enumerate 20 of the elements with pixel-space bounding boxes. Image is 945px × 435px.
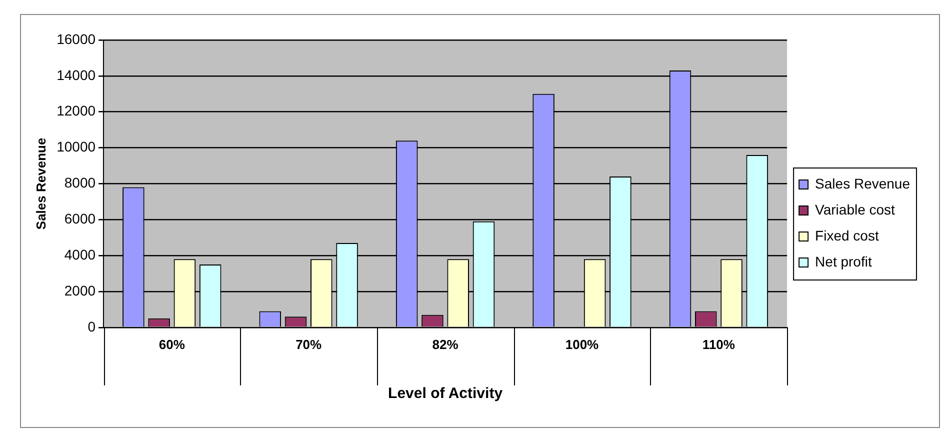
y-tick-label: 12000 (56, 102, 96, 119)
legend-label: Net profit (815, 253, 872, 270)
x-tick-label: 60% (158, 336, 186, 352)
y-tick-label: 2000 (64, 282, 96, 298)
legend-label: Variable cost (815, 201, 896, 218)
y-tick-label: 8000 (64, 174, 96, 191)
y-tick-label: 4000 (64, 246, 96, 262)
x-tick-label: 70% (296, 336, 322, 352)
y-tick-label: 14000 (56, 66, 96, 83)
y-tick-label: 6000 (64, 210, 96, 226)
x-tick-label: 82% (432, 336, 459, 352)
y-axis-title: Sales Revenue (33, 138, 48, 230)
y-tick-label: 16000 (56, 30, 96, 47)
legend-label: Fixed cost (815, 227, 879, 244)
legend-label: Sales Revenue (815, 175, 910, 192)
x-tick-label: 100% (565, 336, 600, 352)
x-axis-title: Level of Activity (388, 385, 504, 402)
x-tick-label: 110% (702, 336, 736, 352)
y-tick-label: 0 (88, 318, 96, 334)
y-tick-label: 10000 (56, 138, 96, 155)
